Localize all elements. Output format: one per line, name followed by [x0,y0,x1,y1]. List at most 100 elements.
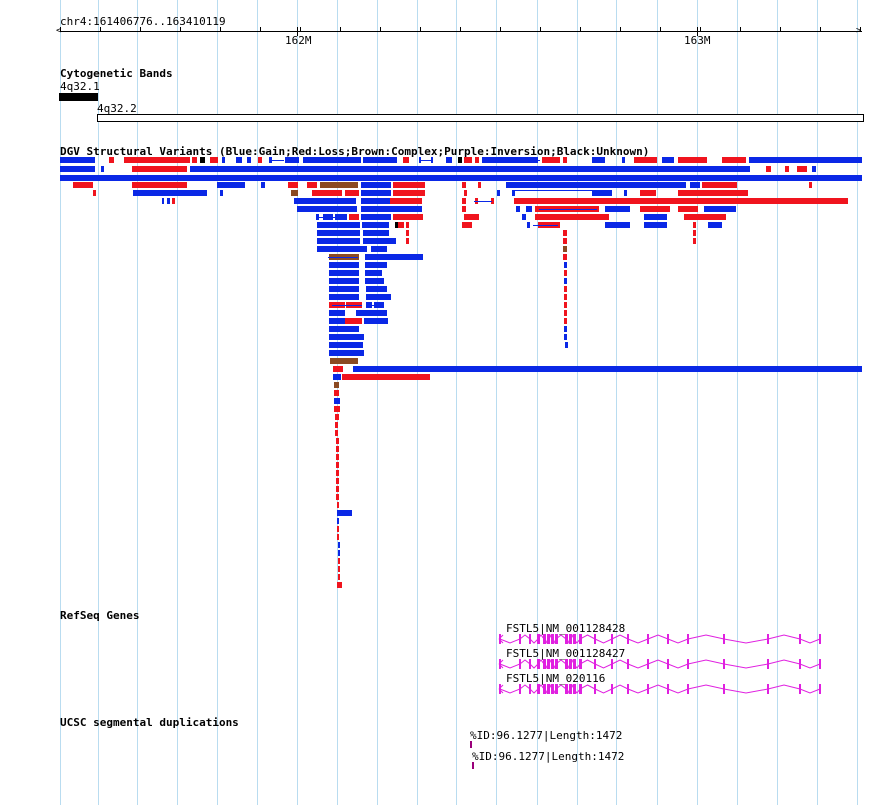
structural-variant[interactable] [333,366,343,372]
structural-variant[interactable] [462,198,466,204]
structural-variant[interactable] [60,157,95,163]
structural-variant[interactable] [192,157,197,163]
structural-variant[interactable] [464,157,472,163]
structural-variant[interactable] [406,238,409,244]
structural-variant[interactable] [564,262,567,268]
structural-variant[interactable] [330,358,358,364]
structural-variant[interactable] [210,157,218,163]
gene-model[interactable] [498,656,822,670]
structural-variant[interactable] [491,198,494,204]
structural-variant[interactable] [335,414,339,420]
structural-variant[interactable] [329,334,364,340]
structural-variant[interactable] [366,294,391,300]
structural-variant[interactable] [361,182,391,188]
structural-variant[interactable] [624,190,627,196]
structural-variant[interactable] [605,206,630,212]
structural-variant[interactable] [236,157,242,163]
structural-variant[interactable] [563,238,567,244]
structural-variant[interactable] [338,558,340,564]
structural-variant[interactable] [361,190,391,196]
structural-variant[interactable] [431,157,433,163]
structural-variant[interactable] [291,190,298,196]
structural-variant[interactable] [640,206,670,212]
structural-variant[interactable] [124,157,190,163]
structural-variant[interactable] [678,190,748,196]
structural-variant[interactable] [365,278,384,284]
structural-variant[interactable] [335,422,338,428]
structural-variant[interactable] [337,526,339,532]
structural-variant[interactable] [320,182,358,188]
structural-variant[interactable] [336,454,339,460]
structural-variant[interactable] [285,157,299,163]
structural-variant[interactable] [353,366,862,372]
structural-variant[interactable] [334,390,339,396]
structural-variant[interactable] [514,198,848,204]
structural-variant[interactable] [374,302,384,308]
structural-variant[interactable] [564,278,567,284]
structural-variant[interactable] [329,310,345,316]
structural-variant[interactable] [329,294,359,300]
structural-variant[interactable] [329,326,359,332]
structural-variant[interactable] [333,374,341,380]
structural-variant[interactable] [336,478,339,484]
structural-variant[interactable] [162,198,164,204]
structural-variant[interactable] [393,214,423,220]
structural-variant[interactable] [337,502,339,508]
structural-variant[interactable] [693,238,696,244]
structural-variant[interactable] [693,222,696,228]
structural-variant[interactable] [288,182,298,188]
structural-variant[interactable] [366,286,387,292]
structural-variant[interactable] [338,574,340,580]
structural-variant[interactable] [702,182,737,188]
structural-variant[interactable] [564,302,567,308]
structural-variant[interactable] [200,157,205,163]
structural-variant[interactable] [329,262,359,268]
structural-variant[interactable] [73,182,93,188]
structural-variant[interactable] [564,270,567,276]
structural-variant[interactable] [640,190,656,196]
structural-variant[interactable] [329,342,363,348]
structural-variant[interactable] [334,406,340,412]
structural-variant[interactable] [294,198,356,204]
structural-variant[interactable] [217,182,245,188]
structural-variant[interactable] [334,398,340,404]
structural-variant[interactable] [690,182,700,188]
structural-variant[interactable] [329,350,364,356]
structural-variant[interactable] [363,157,397,163]
structural-variant[interactable] [722,157,746,163]
structural-variant[interactable] [506,182,686,188]
structural-variant[interactable] [398,222,404,228]
structural-variant[interactable] [475,157,479,163]
structural-variant[interactable] [564,286,567,292]
structural-variant[interactable] [644,214,667,220]
structural-variant[interactable] [336,470,339,476]
structural-variant[interactable] [704,206,736,212]
structural-variant[interactable] [356,310,387,316]
structural-variant[interactable] [563,246,567,252]
structural-variant[interactable] [345,318,362,324]
structural-variant[interactable] [693,230,696,236]
structural-variant[interactable] [317,246,367,252]
structural-variant[interactable] [564,326,567,332]
structural-variant[interactable] [678,206,698,212]
gene-model[interactable] [498,681,822,695]
structural-variant[interactable] [462,222,472,228]
structural-variant[interactable] [708,222,722,228]
structural-variant[interactable] [258,157,262,163]
structural-variant[interactable] [220,190,223,196]
structural-variant[interactable] [622,157,625,163]
structural-variant[interactable] [371,246,387,252]
structural-variant[interactable] [564,294,567,300]
structural-variant[interactable] [338,542,340,548]
structural-variant[interactable] [190,166,750,172]
structural-variant[interactable] [527,222,530,228]
structural-variant[interactable] [363,230,389,236]
structural-variant[interactable] [317,222,360,228]
structural-variant[interactable] [364,318,388,324]
structural-variant[interactable] [336,494,339,500]
structural-variant[interactable] [361,198,391,204]
structural-variant[interactable] [317,230,360,236]
structural-variant[interactable] [563,157,567,163]
structural-variant[interactable] [345,190,359,196]
